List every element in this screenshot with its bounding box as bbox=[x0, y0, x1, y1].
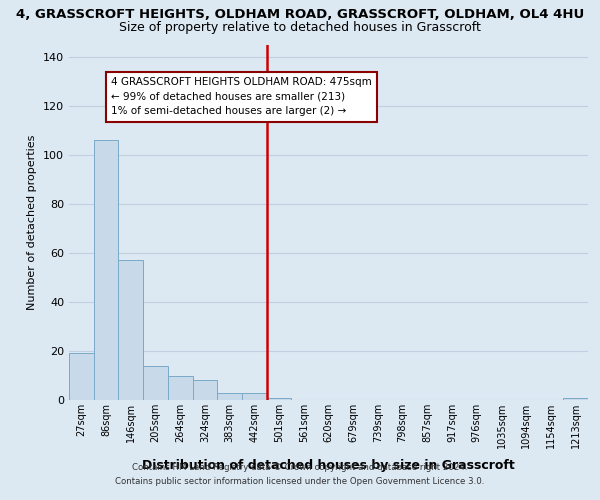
Text: Contains HM Land Registry data © Crown copyright and database right 2024.: Contains HM Land Registry data © Crown c… bbox=[132, 464, 468, 472]
Bar bbox=[217, 392, 242, 400]
X-axis label: Distribution of detached houses by size in Grasscroft: Distribution of detached houses by size … bbox=[142, 460, 515, 472]
Bar bbox=[143, 366, 168, 400]
Text: Size of property relative to detached houses in Grasscroft: Size of property relative to detached ho… bbox=[119, 21, 481, 34]
Bar bbox=[94, 140, 118, 400]
Bar bbox=[168, 376, 193, 400]
Bar bbox=[242, 392, 267, 400]
Bar bbox=[118, 260, 143, 400]
Bar bbox=[69, 354, 94, 400]
Y-axis label: Number of detached properties: Number of detached properties bbox=[28, 135, 37, 310]
Bar bbox=[267, 398, 292, 400]
Text: 4, GRASSCROFT HEIGHTS, OLDHAM ROAD, GRASSCROFT, OLDHAM, OL4 4HU: 4, GRASSCROFT HEIGHTS, OLDHAM ROAD, GRAS… bbox=[16, 8, 584, 20]
Text: 4 GRASSCROFT HEIGHTS OLDHAM ROAD: 475sqm
← 99% of detached houses are smaller (2: 4 GRASSCROFT HEIGHTS OLDHAM ROAD: 475sqm… bbox=[111, 77, 372, 116]
Bar bbox=[563, 398, 588, 400]
Text: Contains public sector information licensed under the Open Government Licence 3.: Contains public sector information licen… bbox=[115, 477, 485, 486]
Bar bbox=[193, 380, 217, 400]
